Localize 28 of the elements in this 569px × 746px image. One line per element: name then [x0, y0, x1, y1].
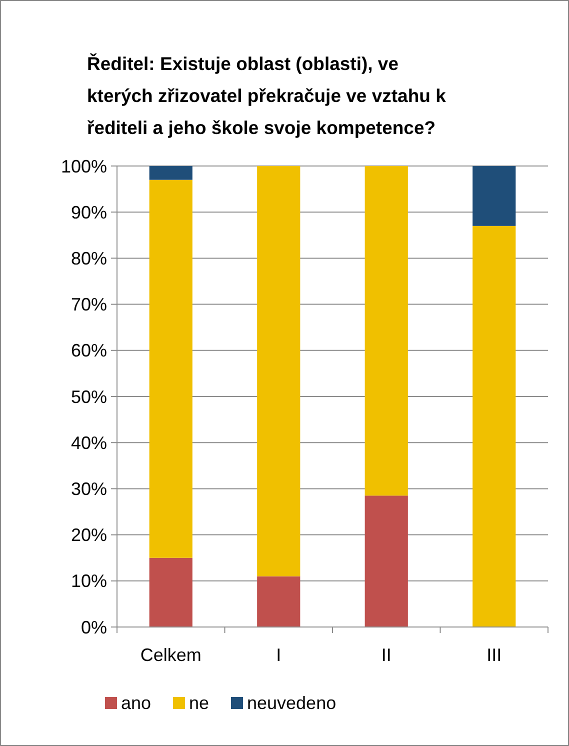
x-tick-label: I: [276, 645, 282, 665]
y-tick-label: 70%: [70, 294, 107, 315]
legend-label: neuvedeno: [247, 693, 336, 713]
bar: [472, 166, 516, 226]
bar: [149, 180, 192, 558]
y-tick-label: 40%: [70, 432, 107, 453]
y-tick-label: 60%: [70, 340, 107, 361]
bar: [149, 166, 192, 180]
bar: [257, 166, 300, 576]
bar: [149, 558, 192, 627]
bar: [364, 496, 408, 627]
bar: [472, 226, 516, 627]
x-tick-label: III: [486, 645, 502, 665]
chart-title: Ředitel: Existuje oblast (oblasti), ve kterých zřizovatel překračuje ve vztahu k řediteli a jeho škole svoje kompetence?: [87, 53, 447, 138]
bar: [364, 166, 408, 496]
y-tick-label: 90%: [70, 202, 107, 222]
y-tick-label: 50%: [70, 386, 107, 407]
legend-label: ne: [189, 693, 210, 713]
y-tick-label: 80%: [70, 248, 107, 268]
y-tick-label: 20%: [70, 525, 107, 546]
x-tick-label: Celkem: [140, 645, 202, 665]
x-tick-label: II: [381, 645, 392, 665]
y-tick-label: 100%: [60, 156, 107, 176]
legend-label: ano: [121, 693, 152, 713]
y-tick-label: 10%: [70, 571, 107, 592]
y-tick-label: 30%: [70, 479, 107, 499]
bar: [257, 576, 300, 627]
y-tick-label: 0%: [80, 617, 107, 638]
